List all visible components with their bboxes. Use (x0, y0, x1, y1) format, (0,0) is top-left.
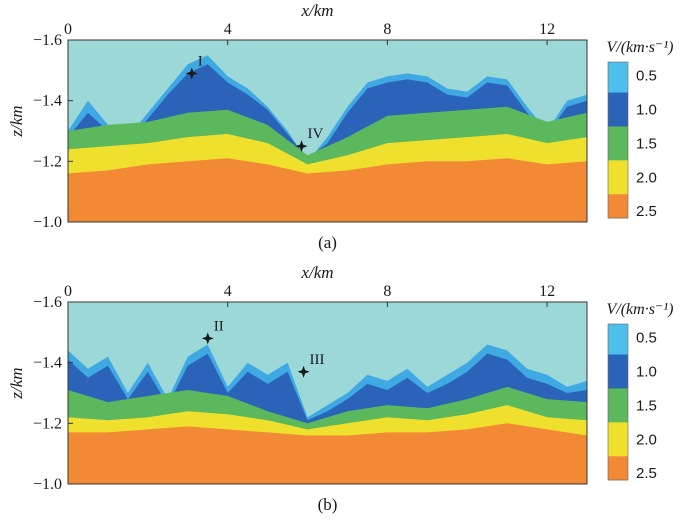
panel-b-colorbar-frame (607, 323, 629, 481)
panel-b-y-tick-label: −1.2 (33, 415, 62, 432)
panel-b-x-axis-label: x/km (300, 263, 333, 282)
panel-a-colorbar-band (608, 126, 628, 161)
panel-b-layer-layer-4 (68, 423, 587, 484)
panel-b-ticks: 0 4 8 12 −1.6 −1.4 −1.2 −1.0 (33, 283, 555, 493)
panel-b-colorbar-tick-label: 2.5 (636, 465, 657, 482)
marker-star-icon (185, 67, 198, 80)
panel-b-y-tick-label: −1.0 (33, 476, 62, 493)
panel-a-colorbar-tick-label: 0.5 (636, 68, 657, 85)
panel-b-colorbar-tick-label: 2.0 (636, 431, 657, 448)
panel-a-markers: I IV (185, 53, 324, 153)
panel-a-y-tick-label: −1.6 (33, 32, 62, 49)
panel-b-colorbar-band (608, 422, 628, 457)
panel-a-colorbar-title: V/(km·s⁻¹) (607, 39, 674, 56)
panel-a-ticks: 0 4 8 12 −1.6 −1.4 −1.2 −1.0 (33, 21, 555, 231)
panel-a-layer-layer-4 (68, 158, 587, 222)
panel-a-x-axis-label: x/km (300, 1, 333, 20)
panel-a-colorbar-band (608, 62, 628, 94)
panel-a-plot-frame (67, 39, 588, 223)
panel-a-colorbar-tick-label: 2.0 (636, 169, 657, 186)
panel-b-plot-frame (67, 301, 588, 485)
panel-a-colorbar: 0.5 1.0 1.5 2.0 2.5 (607, 61, 657, 220)
panel-a-colorbar-tick-label: 1.0 (636, 101, 657, 118)
panel-b-colorbar-tick-label: 1.0 (636, 363, 657, 380)
panel-b-label: (b) (318, 495, 338, 514)
panel-b-y-tick-label: −1.6 (33, 294, 62, 311)
panel-b-colorbar-tick-label: 0.5 (636, 330, 657, 347)
marker-star-icon (201, 332, 214, 345)
panel-b-x-tick-label: 4 (224, 283, 232, 300)
panel-b-x-tick-label: 12 (539, 283, 555, 300)
panel-b-colorbar: 0.5 1.0 1.5 2.0 2.5 (607, 323, 657, 482)
panel-b-colorbar-band (608, 456, 628, 481)
panel-a-x-tick-label: 4 (224, 21, 232, 38)
panel-a: 0 4 8 12 −1.6 −1.4 −1.2 −1.0 x/km z/km I IV 0.5 1… (7, 1, 674, 252)
panel-a-colorbar-band (608, 194, 628, 219)
panel-b-colorbar-title: V/(km·s⁻¹) (607, 301, 674, 318)
panel-a-colorbar-tick-label: 2.5 (636, 203, 657, 220)
panel-b-y-tick-label: −1.4 (33, 355, 62, 372)
panel-b-y-axis-label: z/km (7, 367, 26, 399)
panel-a-marker-label: IV (308, 126, 324, 142)
panel-a-x-tick-label: 8 (383, 21, 391, 38)
panel-a-y-tick-label: −1.4 (33, 93, 62, 110)
panel-b-marker-label: II (214, 318, 224, 334)
panel-b-velocity-layers (68, 302, 587, 484)
panel-a-colorbar-band (608, 92, 628, 127)
panel-a-y-axis-label: z/km (7, 105, 26, 137)
panel-a-x-tick-label: 0 (64, 21, 72, 38)
marker-star-icon (295, 140, 308, 153)
panel-a-velocity-layers (68, 40, 587, 223)
panel-b-colorbar-band (608, 354, 628, 389)
panel-b-marker-label: III (310, 352, 325, 368)
panel-b-x-tick-label: 0 (64, 283, 72, 300)
panel-a-marker-label: I (198, 53, 203, 69)
marker-star-icon (297, 365, 310, 378)
panel-a-x-tick-label: 12 (539, 21, 555, 38)
panel-a-y-tick-label: −1.2 (33, 153, 62, 170)
panel-b-colorbar-tick-label: 1.5 (636, 397, 657, 414)
panel-a-label: (a) (318, 233, 337, 252)
panel-a-y-tick-label: −1.0 (33, 214, 62, 231)
panel-b-x-tick-label: 8 (383, 283, 391, 300)
panel-a-colorbar-band (608, 160, 628, 195)
panel-b-colorbar-band (608, 388, 628, 423)
panel-a-colorbar-frame (607, 61, 629, 219)
panel-a-colorbar-tick-label: 1.5 (636, 135, 657, 152)
panel-b-colorbar-band (608, 324, 628, 356)
